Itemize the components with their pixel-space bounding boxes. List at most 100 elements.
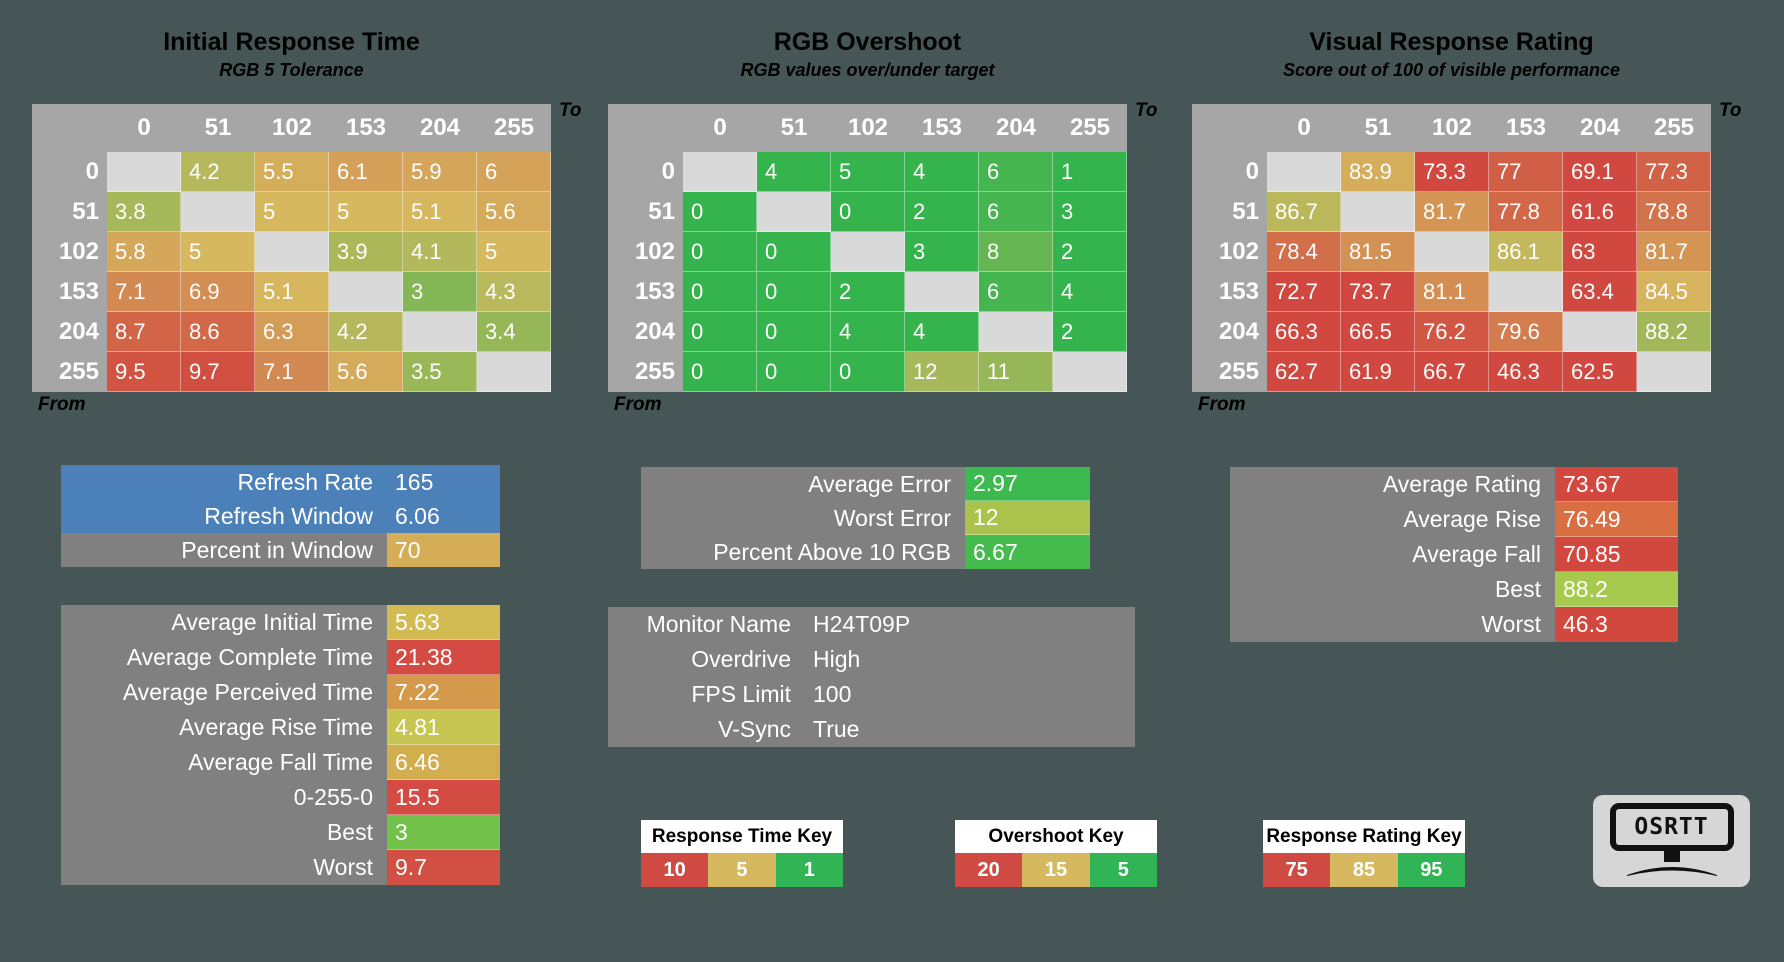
heatmap-cell: 1 — [1053, 152, 1127, 192]
row-header: 204 — [608, 312, 683, 352]
stat-label: Best — [326, 819, 373, 845]
stat-label: Worst — [313, 854, 373, 880]
table-corner-cell — [1192, 104, 1267, 152]
heatmap-cell: 0 — [683, 232, 757, 272]
heatmap-cell — [403, 312, 477, 352]
heatmap-cell — [329, 272, 403, 312]
axis-from-label: From — [1198, 394, 1246, 415]
heatmap-cell: 61.9 — [1341, 352, 1415, 392]
stat-row: Average Rise Time 4.81 — [61, 710, 500, 745]
col-header: 153 — [329, 104, 403, 152]
stat-row: Average Initial Time 5.63 — [61, 605, 500, 640]
stat-label: Overdrive — [691, 646, 791, 672]
stat-value: 73.67 — [1555, 467, 1678, 502]
heatmap-cell: 4.1 — [403, 232, 477, 272]
stat-value: 6.67 — [965, 535, 1090, 569]
row-header: 51 — [32, 192, 107, 232]
heatmap-cell: 77.3 — [1637, 152, 1711, 192]
stat-row: Average Fall Time 6.46 — [61, 745, 500, 780]
heatmap-cell: 5.6 — [329, 352, 403, 392]
col-header: 255 — [477, 104, 551, 152]
row-header: 204 — [32, 312, 107, 352]
key-stop: 5 — [1089, 853, 1157, 887]
table-subtitle: RGB 5 Tolerance — [219, 60, 364, 80]
stat-row: Average Error 2.97 — [641, 467, 1090, 501]
stat-value: 5.63 — [387, 605, 500, 640]
heatmap-cell: 5.1 — [255, 272, 329, 312]
heatmap-cell: 84.5 — [1637, 272, 1711, 312]
heatmap-cell — [255, 232, 329, 272]
stat-row: 0-255-0 15.5 — [61, 780, 500, 815]
key-scale: 75 85 95 — [1263, 853, 1465, 887]
heatmap-cell: 86.1 — [1489, 232, 1563, 272]
heatmap-cell — [1489, 272, 1563, 312]
stat-value: 46.3 — [1555, 607, 1678, 642]
row-header: 204 — [1192, 312, 1267, 352]
monitor-icon: OSRTT — [1609, 803, 1734, 851]
row-header: 0 — [32, 152, 107, 192]
row-header: 102 — [32, 232, 107, 272]
row-header: 0 — [1192, 152, 1267, 192]
overshoot-key: Overshoot Key 20 15 5 — [955, 820, 1157, 887]
col-header: 0 — [1267, 104, 1341, 152]
heatmap-cell: 66.5 — [1341, 312, 1415, 352]
stat-value: 15.5 — [387, 780, 500, 815]
heatmap-cell: 3.9 — [329, 232, 403, 272]
stat-value: 88.2 — [1555, 572, 1678, 607]
heatmap-cell: 2 — [831, 272, 905, 312]
col-header: 51 — [181, 104, 255, 152]
heatmap-cell: 4 — [831, 312, 905, 352]
heatmap-cell: 0 — [757, 312, 831, 352]
heatmap-cell — [107, 152, 181, 192]
heatmap-cell: 9.7 — [181, 352, 255, 392]
heatmap-cell: 0 — [831, 192, 905, 232]
response-rating-key: Response Rating Key 75 85 95 — [1263, 820, 1465, 887]
stat-label: Best — [1494, 576, 1541, 602]
heatmap-cell: 3 — [403, 272, 477, 312]
col-header: 51 — [757, 104, 831, 152]
stat-label: Average Rating — [1382, 471, 1541, 497]
stat-row: Refresh Rate 165 — [61, 465, 500, 499]
table-corner-cell — [608, 104, 683, 152]
heatmap-cell: 6 — [979, 192, 1053, 232]
stat-label: FPS Limit — [691, 681, 791, 707]
heatmap-cell: 0 — [831, 352, 905, 392]
heatmap-cell: 4.3 — [477, 272, 551, 312]
key-stop: 15 — [1022, 853, 1090, 887]
stat-label: V-Sync — [718, 716, 791, 742]
heatmap-cell: 5.1 — [403, 192, 477, 232]
stat-value: 76.49 — [1555, 502, 1678, 537]
row-header: 0 — [608, 152, 683, 192]
heatmap-cell: 46.3 — [1489, 352, 1563, 392]
heatmap-cell — [1341, 192, 1415, 232]
key-stop: 95 — [1397, 853, 1465, 887]
col-header: 255 — [1053, 104, 1127, 152]
heatmap-cell: 78.4 — [1267, 232, 1341, 272]
heatmap-cell: 0 — [757, 272, 831, 312]
heatmap-cell: 11 — [979, 352, 1053, 392]
key-title: Overshoot Key — [955, 820, 1157, 853]
row-header: 255 — [32, 352, 107, 392]
stat-label: Refresh Window — [204, 502, 373, 529]
col-header: 204 — [403, 104, 477, 152]
table-title: Visual Response Rating — [1309, 28, 1594, 56]
stat-label: Percent Above 10 RGB — [713, 538, 951, 565]
stat-value: 7.22 — [387, 675, 500, 710]
heatmap-cell — [757, 192, 831, 232]
stat-row: Monitor Name H24T09P — [608, 607, 1135, 642]
heatmap-cell: 5 — [181, 232, 255, 272]
heatmap-cell: 4.2 — [329, 312, 403, 352]
logo-text: OSRTT — [1634, 814, 1709, 840]
heatmap-cell: 88.2 — [1637, 312, 1711, 352]
table-group-rgb-overshoot: RGB Overshoot RGB values over/under targ… — [608, 26, 1158, 416]
stat-row: Worst Error 12 — [641, 501, 1090, 535]
heatmap-cell: 6 — [979, 272, 1053, 312]
heatmap-cell: 83.9 — [1341, 152, 1415, 192]
col-header: 0 — [107, 104, 181, 152]
row-header: 51 — [608, 192, 683, 232]
table-subtitle: RGB values over/under target — [740, 60, 995, 80]
heatmap-initial-response-time: 0 51 102 153 204 255 0 4.2 5.5 6.1 5.9 6 51 3.8 5 5 5.1 5… — [32, 104, 551, 392]
overshoot-stats-box: Average Error 2.97 Worst Error 12 Percent Ab… — [641, 467, 1090, 569]
heatmap-cell — [1637, 352, 1711, 392]
heatmap-visual-response-rating: 0 51 102 153 204 255 0 83.9 73.3 77 69.1 77.3 51 86.7… — [1192, 104, 1711, 392]
